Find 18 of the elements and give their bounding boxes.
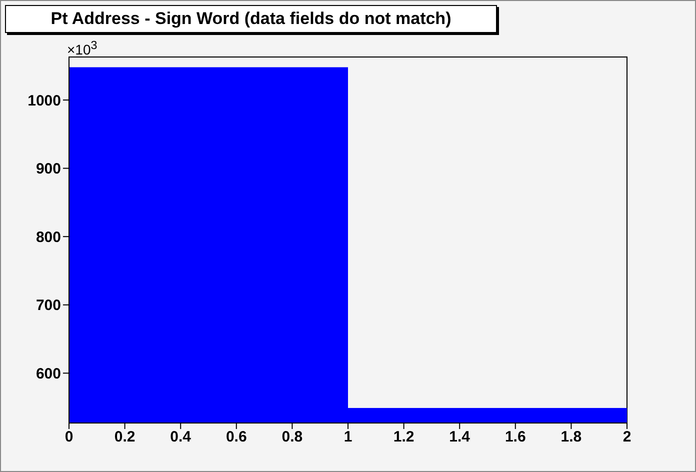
x-tick-label: 1 [344, 428, 352, 446]
y-tick-label: 900 [36, 160, 61, 178]
y-tick-label: 700 [36, 297, 61, 314]
y-tick-label: 600 [36, 365, 61, 382]
annotation: ×10$^{3}$ [67, 38, 98, 59]
y-tick-label: 1000 [28, 92, 61, 110]
x-tick-label: 0.8 [282, 428, 303, 446]
chart-title: Pt Address - Sign Word (data fields do not match) [5, 5, 497, 33]
x-tick-label: 0 [64, 428, 74, 446]
x-tick-label: 1.2 [393, 428, 414, 446]
x-tick-label: 1.6 [504, 428, 526, 446]
x-tick-label: 1.8 [560, 428, 582, 446]
x-tick-label: 1.4 [449, 428, 471, 446]
x-tick-label: 0.4 [170, 428, 192, 446]
x-tick-label: 0.6 [226, 428, 247, 446]
x-tick-label: 2 [622, 428, 632, 446]
y-tick-label: 800 [36, 228, 61, 246]
x-tick-label: 0.2 [114, 428, 136, 446]
